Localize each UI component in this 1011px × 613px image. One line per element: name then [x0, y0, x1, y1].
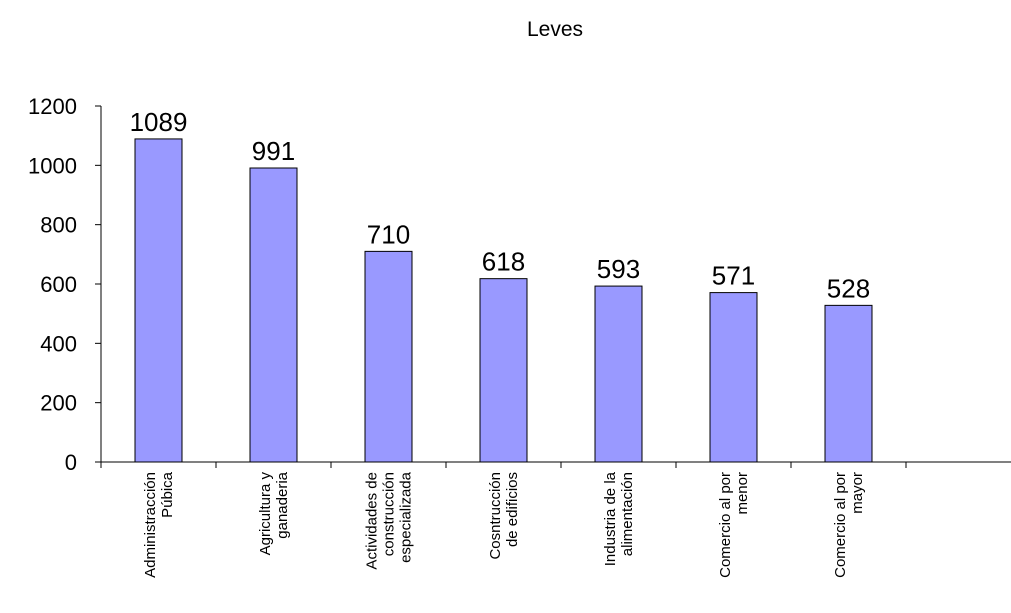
bar	[479, 278, 528, 463]
bar	[249, 167, 298, 463]
x-tick-label-line: Púbica	[159, 471, 176, 518]
x-tick-label-line: especializada	[398, 471, 415, 563]
x-tick-label-line: alimentación	[619, 472, 636, 556]
y-tick-label: 1000	[28, 153, 77, 178]
x-tick-label: Industria de laalimentación	[602, 471, 636, 566]
x-tick-label-line: mayor	[849, 472, 866, 514]
data-label: 528	[827, 273, 870, 303]
data-label: 593	[597, 254, 640, 284]
y-tick-label: 400	[40, 331, 77, 356]
y-tick-label: 200	[40, 391, 77, 416]
bar	[709, 292, 758, 463]
data-label: 991	[252, 136, 295, 166]
data-label: 618	[482, 247, 525, 277]
x-tick-label-line: Comercio al por	[717, 472, 734, 578]
x-tick-label: Cosntrucciónde edificios	[487, 472, 521, 560]
x-tick-label-line: Industria de la	[602, 471, 619, 566]
x-tick-label-line: construcción	[381, 472, 398, 556]
y-tick-label: 600	[40, 272, 77, 297]
y-tick-label: 0	[65, 450, 77, 475]
chart-title: Leves	[527, 18, 583, 41]
x-tick-label-line: Cosntrucción	[487, 472, 504, 560]
x-tick-label-line: menor	[734, 472, 751, 515]
x-tick-label-line: ganaderia	[274, 471, 291, 538]
x-tick-label: Actividades deconstrucciónespecializada	[364, 471, 415, 569]
x-tick-label: Comercio al pormenor	[717, 472, 751, 578]
data-label: 571	[712, 261, 755, 291]
data-label: 710	[367, 219, 410, 249]
x-tick-label-line: Comercio al por	[832, 472, 849, 578]
bar	[364, 250, 413, 463]
x-tick-label-line: Agricultura y	[257, 472, 274, 556]
y-tick-label: 1200	[28, 94, 77, 119]
data-label: 1089	[130, 107, 188, 137]
x-tick-label-line: Administracción	[142, 472, 159, 578]
bar	[594, 285, 643, 463]
x-tick-label: AdministracciónPúbica	[142, 471, 176, 578]
x-tick-label-line: Actividades de	[364, 472, 381, 570]
x-tick-label-line: de edificios	[504, 472, 521, 547]
y-tick-label: 800	[40, 213, 77, 238]
bar	[134, 138, 183, 463]
bar	[824, 304, 873, 463]
x-tick-label: Agricultura yganaderia	[257, 471, 291, 555]
x-tick-label: Comercio al pormayor	[832, 472, 866, 578]
plot-area: 0 200 400 600 800 1000 1200 1089 Administracción…	[28, 94, 1011, 578]
